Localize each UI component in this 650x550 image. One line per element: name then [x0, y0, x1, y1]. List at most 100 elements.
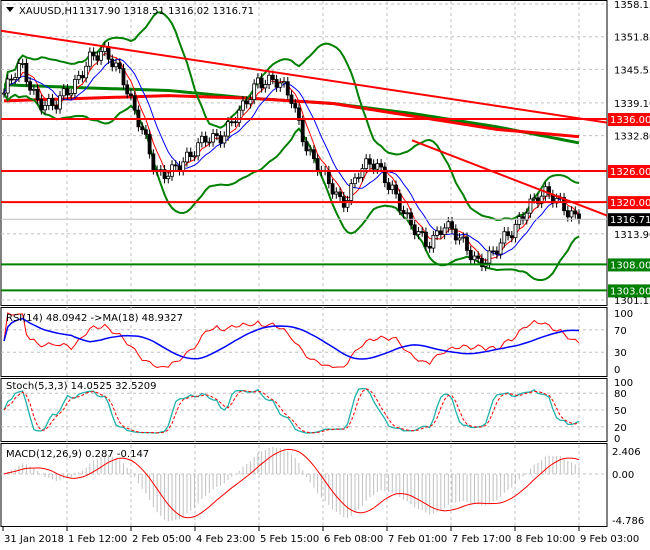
macd-tick-label: 0.00	[612, 470, 634, 481]
candle-body	[450, 221, 454, 230]
candle-body	[214, 133, 219, 136]
candle-body	[166, 175, 171, 180]
candle-body	[282, 81, 286, 84]
candle-body	[13, 77, 18, 80]
candle-body	[173, 164, 178, 167]
level-price-label: 1308.00	[610, 260, 650, 271]
stoch-tick-label: 0	[614, 434, 620, 445]
x-tick-label: 5 Feb 15:00	[260, 534, 319, 545]
candle-body	[300, 119, 305, 143]
candle-body	[125, 84, 130, 95]
rsi-tick-label: 0	[614, 365, 620, 376]
rsi-line	[3, 312, 580, 369]
panel-frame	[0, 307, 608, 377]
candle-body	[185, 151, 189, 163]
candle-body	[73, 79, 77, 94]
candle-body	[431, 235, 436, 249]
candle-body	[461, 236, 466, 239]
rsi-title: RSI(14) 48.0942 ->MA(18) 48.9327	[6, 313, 183, 324]
last-price-box	[608, 213, 650, 227]
candle-body	[222, 135, 227, 144]
level-price-box	[608, 284, 650, 298]
candle-body	[435, 230, 440, 236]
candle-body	[573, 210, 578, 215]
candle-body	[338, 191, 342, 198]
candle-body	[58, 95, 62, 110]
panel-frame	[0, 0, 608, 306]
candle-body	[196, 142, 201, 157]
ohlc-label: 1317.90 1318.51 1316.02 1316.71	[79, 6, 254, 17]
candle-body	[241, 100, 245, 111]
candle-body	[140, 126, 145, 131]
candle-body	[203, 135, 208, 143]
level-price-box	[608, 113, 650, 127]
candle-body	[24, 62, 29, 83]
candle-body	[438, 230, 443, 236]
stoch-tick-label: 100	[614, 378, 633, 389]
candle-body	[28, 81, 33, 91]
candle-body	[218, 135, 223, 144]
macd-tick-label: -4.786	[612, 516, 644, 527]
level-price-box	[608, 164, 650, 178]
candle-body	[132, 95, 137, 111]
candle-body	[308, 149, 313, 152]
candle-body	[35, 88, 40, 100]
candle-body	[274, 79, 279, 88]
candle-body	[412, 224, 417, 236]
candle-body	[547, 186, 552, 195]
candle-body	[539, 195, 544, 204]
candle-body	[375, 163, 380, 170]
candle-body	[513, 224, 518, 239]
candle-body	[50, 98, 55, 106]
stoch-main-line	[3, 387, 580, 434]
candle-body	[356, 176, 361, 179]
candle-body	[17, 63, 21, 78]
candle-body	[498, 242, 503, 255]
level-price-label: 1336.00	[610, 115, 650, 126]
candle-body	[289, 94, 294, 104]
candle-body	[536, 197, 540, 204]
candle-body	[562, 197, 566, 212]
candle-body	[476, 255, 481, 259]
candle-body	[20, 62, 25, 65]
rsi-ma-line	[3, 317, 580, 360]
candle-body	[382, 166, 387, 184]
candle-body	[229, 121, 234, 124]
candle-body	[405, 212, 410, 215]
candle-body	[468, 250, 473, 261]
candle-body	[39, 99, 44, 111]
stoch-title: Stoch(5,3,3) 14.0525 32.5209	[6, 381, 157, 392]
candle-body	[99, 51, 103, 61]
candle-body	[248, 99, 253, 105]
candle-body	[84, 65, 89, 79]
x-tick-label: 9 Feb 03:00	[580, 534, 639, 545]
macd-tick-label: 2.406	[612, 447, 641, 458]
candle-body	[226, 121, 230, 137]
candle-body	[326, 170, 331, 185]
rsi-tick-label: 70	[614, 326, 627, 337]
candle-body	[106, 46, 111, 60]
candle-body	[424, 231, 428, 247]
last-price-label: 1316.71	[610, 215, 650, 226]
candle-body	[457, 237, 462, 241]
candle-body	[502, 231, 507, 244]
candle-body	[162, 169, 167, 180]
candle-body	[61, 88, 66, 97]
candle-body	[181, 161, 186, 172]
menu-triangle-icon[interactable]	[6, 7, 14, 12]
candle-body	[416, 231, 421, 236]
candle-body	[345, 200, 350, 208]
candle-body	[368, 158, 372, 165]
candle-body	[565, 210, 570, 218]
candle-body	[528, 198, 533, 214]
stoch-tick-label: 20	[614, 423, 627, 434]
y-tick-label: 1351.85	[614, 33, 650, 44]
x-tick-label: 7 Feb 01:00	[388, 534, 447, 545]
candle-body	[386, 182, 391, 190]
level-price-label: 1326.00	[610, 167, 650, 178]
candle-body	[330, 183, 335, 195]
x-tick-label: 31 Jan 2018	[4, 534, 64, 545]
candle-body	[278, 82, 283, 88]
level-price-label: 1303.00	[610, 286, 650, 297]
